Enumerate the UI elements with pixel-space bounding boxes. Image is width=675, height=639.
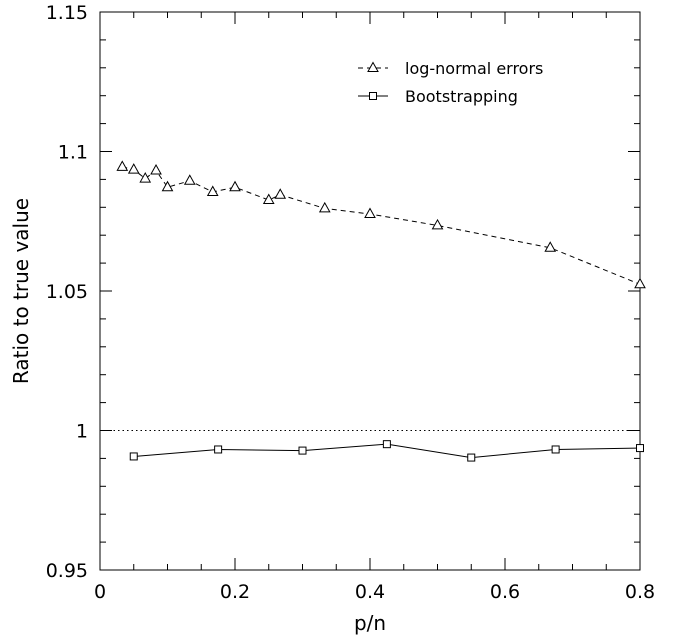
data-point-square — [382, 440, 391, 449]
axis-ticks — [99, 11, 641, 571]
legend-label-bootstrapping: Bootstrapping — [405, 87, 518, 106]
data-point-triangle — [364, 207, 376, 218]
data-point-triangle — [431, 218, 444, 230]
series-bootstrapping — [129, 440, 644, 462]
x-tick-label: 0.8 — [625, 581, 655, 603]
data-point-triangle — [161, 180, 174, 192]
y-tick-label: 1.05 — [46, 281, 88, 303]
series-log-normal — [116, 160, 646, 289]
series-line — [122, 166, 641, 285]
x-tick-label: 0.6 — [490, 581, 520, 603]
data-point-triangle — [139, 172, 152, 183]
data-point-triangle — [229, 180, 241, 192]
legend-marker-triangle — [367, 61, 379, 72]
data-point-triangle — [274, 188, 287, 199]
x-axis-label: p/n — [354, 611, 386, 635]
y-axis-label: Ratio to true value — [9, 198, 33, 384]
data-point-square — [298, 446, 307, 455]
tick-labels: 0 0.2 0.4 0.6 0.8 0.95 1 1.05 1.1 1.15 — [46, 2, 655, 603]
data-point-triangle — [150, 163, 162, 175]
data-point-triangle — [262, 193, 275, 205]
data-point-square — [129, 452, 138, 461]
data-point-square — [551, 445, 560, 454]
legend: log-normal errors Bootstrapping — [358, 59, 543, 106]
x-tick-label: 0.4 — [355, 581, 385, 603]
data-point-square — [214, 445, 223, 454]
legend-marker-square — [369, 92, 377, 100]
x-tick-label: 0.2 — [220, 581, 250, 603]
data-point-triangle — [183, 174, 196, 185]
data-point-square — [467, 453, 476, 462]
legend-item-log-normal: log-normal errors — [358, 59, 543, 78]
y-tick-label: 1 — [76, 421, 88, 443]
x-tick-label: 0 — [94, 581, 106, 603]
series-layer — [116, 160, 646, 462]
y-tick-label: 0.95 — [46, 560, 88, 582]
data-point-triangle — [318, 201, 331, 213]
y-tick-label: 1.1 — [58, 142, 88, 164]
y-tick-label: 1.15 — [46, 2, 88, 24]
data-point-triangle — [634, 277, 646, 289]
data-point-triangle — [544, 241, 557, 252]
legend-label-log-normal: log-normal errors — [405, 59, 543, 78]
data-point-triangle — [116, 160, 129, 171]
data-point-square — [636, 444, 644, 453]
data-point-triangle — [206, 185, 219, 196]
legend-item-bootstrapping: Bootstrapping — [358, 87, 518, 106]
data-point-triangle — [127, 163, 140, 174]
